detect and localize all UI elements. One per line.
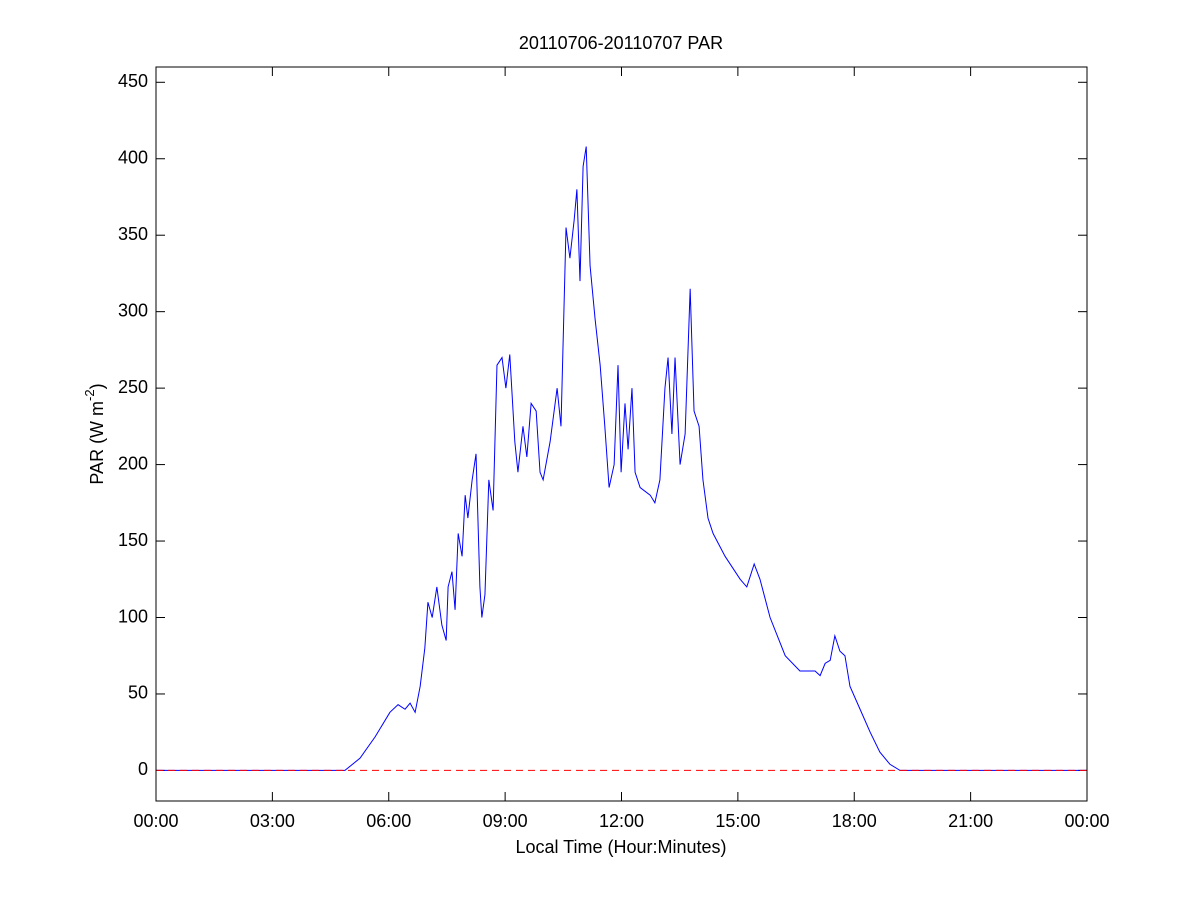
y-tick-label: 0 [138,759,148,779]
y-tick-label: 250 [118,377,148,397]
y-label-suffix: ) [87,383,107,389]
y-tick-label: 400 [118,148,148,168]
x-tick-label: 06:00 [366,811,411,831]
y-tick-label: 350 [118,224,148,244]
y-tick-label: 50 [128,683,148,703]
data-line [156,146,1087,771]
y-label-text: PAR (W m [87,401,107,485]
x-tick-label: 15:00 [715,811,760,831]
chart-title: 20110706-20110707 PAR [519,33,723,53]
x-tick-label: 03:00 [250,811,295,831]
y-axis-label: PAR (W m-2) [82,383,106,484]
y-tick-label: 200 [118,453,148,473]
plot-frame [155,66,1088,802]
y-label-superscript: -2 [82,389,97,401]
x-tick-label: 00:00 [1064,811,1109,831]
x-tick-label: 18:00 [832,811,877,831]
x-axis-label: Local Time (Hour:Minutes) [515,837,726,857]
y-tick-label: 450 [118,71,148,91]
y-tick-label: 100 [118,606,148,626]
x-tick-label: 09:00 [483,811,528,831]
x-tick-label: 00:00 [133,811,178,831]
x-tick-label: 21:00 [948,811,993,831]
y-tick-label: 300 [118,300,148,320]
y-tick-label: 150 [118,530,148,550]
x-tick-label: 12:00 [599,811,644,831]
